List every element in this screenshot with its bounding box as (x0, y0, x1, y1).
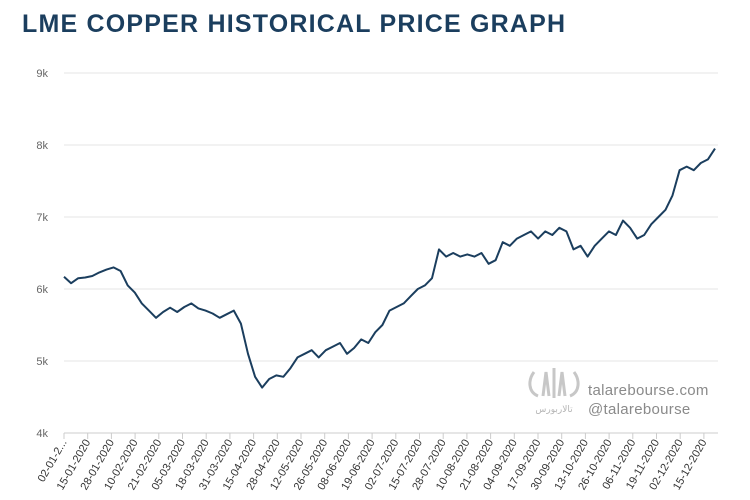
y-tick-label: 9k (36, 68, 48, 80)
watermark-handle: @talarebourse (588, 401, 691, 418)
price-series-line (63, 148, 716, 389)
watermark-logo-text: تالاربورس (535, 405, 573, 415)
y-axis-labels: 4k 5k 6k 7k 8k 9k (36, 68, 48, 440)
x-axis-labels: 02-01-2...15-01-202028-01-202010-02-2020… (36, 438, 710, 493)
watermark-logo: تالاربورس (528, 368, 580, 415)
y-tick-label: 7k (36, 212, 48, 224)
y-tick-label: 5k (36, 356, 48, 368)
grid-lines (64, 72, 718, 362)
x-axis (63, 432, 718, 439)
watermark-url: talarebourse.com (588, 382, 709, 399)
y-tick-label: 4k (36, 428, 48, 440)
y-tick-label: 8k (36, 140, 48, 152)
chart-title: LME COPPER HISTORICAL PRICE GRAPH (22, 10, 567, 38)
y-tick-label: 6k (36, 284, 48, 296)
